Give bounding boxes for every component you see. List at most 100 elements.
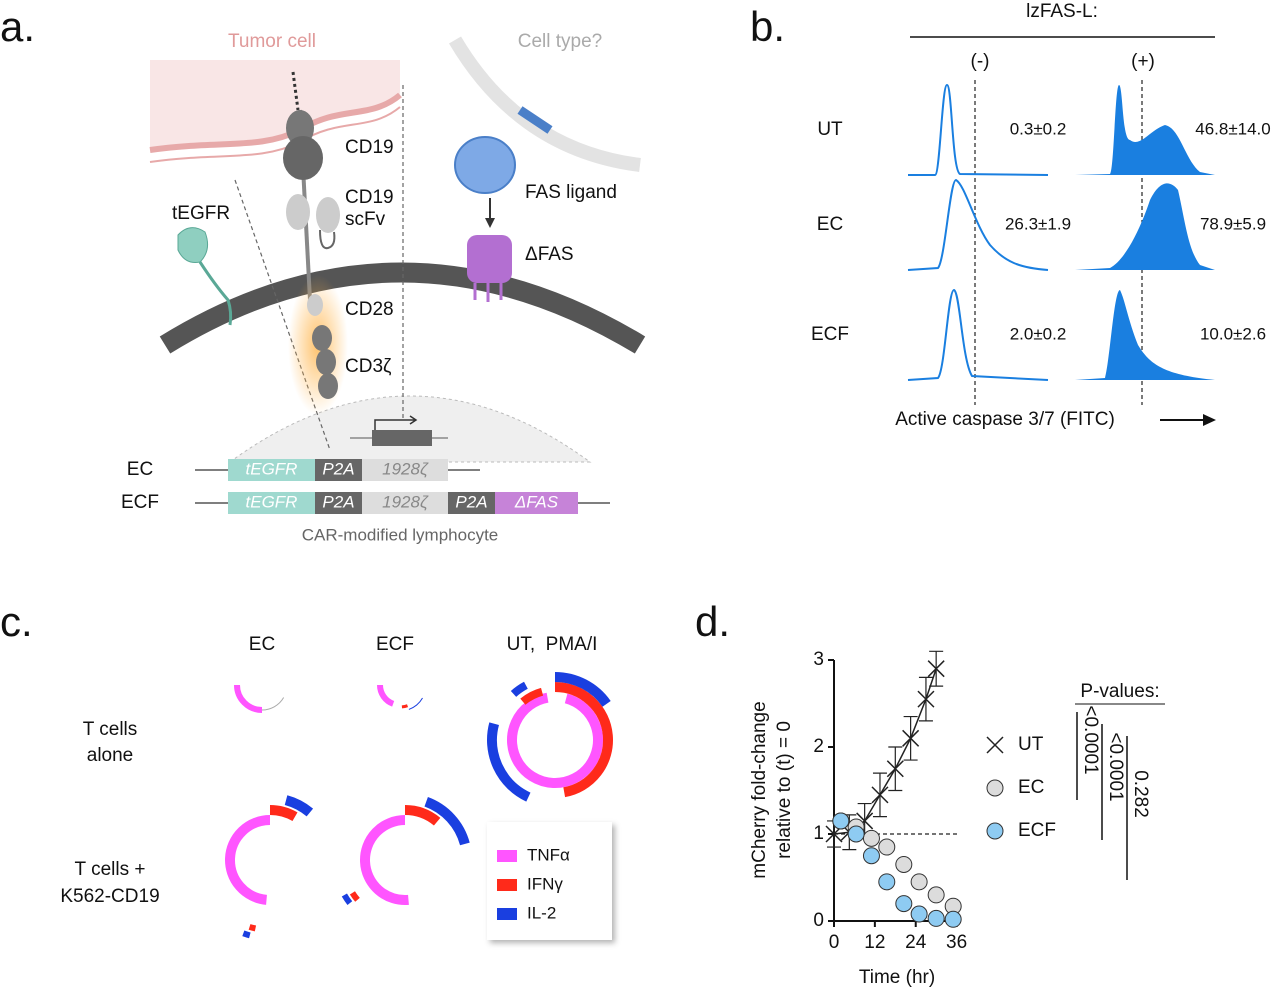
rows: UT 0.3±0.2 46.8±14.0 EC 26.3±1.9 78.9±5.9 ECF 2…	[811, 119, 1271, 345]
column-label: ECF	[376, 634, 414, 655]
panel-label: c.	[0, 598, 33, 645]
arc	[554, 672, 611, 707]
arc	[261, 697, 285, 711]
cd19-scfv-label: CD19	[345, 187, 394, 208]
dfas-label: ΔFAS	[525, 244, 574, 265]
construct-segment	[315, 492, 362, 514]
row-label: T cells +	[75, 859, 146, 880]
data-point	[917, 690, 935, 708]
construct-segment-label: P2A	[455, 492, 487, 511]
cd3z-label: CD3ζ	[345, 356, 392, 377]
construct-segment	[228, 459, 315, 481]
legend-label: ECF	[1018, 820, 1056, 841]
histogram	[907, 288, 1049, 381]
header: lzFAS-L:	[1026, 1, 1098, 22]
constructs: EC tEGFR P2A 1928ζ ECF tEGFR P2A 1928ζ P2A ΔFAS	[121, 459, 610, 514]
data-point	[832, 812, 850, 830]
other-cell-membrane	[448, 36, 641, 172]
data-point	[886, 760, 904, 778]
column-label: (-)	[971, 51, 990, 72]
data-point	[944, 910, 962, 928]
legend-label: TNFα	[527, 845, 570, 864]
p-value: 0.282	[1130, 770, 1151, 818]
construct-segment-label: ΔFAS	[514, 492, 559, 511]
fasl-stalk	[517, 106, 553, 134]
x-tick-label: 12	[864, 932, 885, 953]
percent-label: 26.3±1.9	[1005, 214, 1071, 233]
construct-segment-label: tEGFR	[246, 459, 298, 478]
arc	[242, 930, 251, 939]
scfv	[286, 194, 310, 230]
construct-segment-label: 1928ζ	[382, 459, 429, 478]
histogram	[907, 178, 1049, 271]
arc	[284, 795, 314, 817]
arc	[401, 704, 409, 709]
panel-b: b. lzFAS-L: (-) (+) UT 0.3±0.2 46.8±14.0 EC…	[750, 1, 1271, 430]
data-point	[862, 847, 880, 865]
cd19-label: CD19	[345, 137, 394, 158]
histogram	[1075, 85, 1215, 175]
cd19	[283, 136, 323, 180]
pvalues-title: P-values:	[1080, 681, 1159, 702]
panel-label: a.	[0, 3, 35, 50]
fas-ligand-label: FAS ligand	[525, 182, 617, 203]
p-value: <0.0001	[1080, 705, 1101, 774]
construct-segment	[362, 492, 448, 514]
panel-a: a. Tumor cell Cell type? CD19 CD19 scFv …	[0, 3, 646, 544]
legend-marker	[986, 736, 1004, 754]
arc	[554, 682, 613, 798]
cd28-label: CD28	[345, 299, 394, 320]
arc	[507, 692, 603, 788]
y-tick-label: 0	[813, 910, 824, 931]
tumor-cell-label: Tumor cell	[228, 31, 316, 52]
tumor-cell	[150, 60, 400, 150]
legend-swatch	[497, 908, 517, 920]
dfas	[467, 235, 512, 283]
data-point	[878, 873, 896, 891]
data-point	[927, 660, 945, 678]
linker	[319, 229, 336, 250]
cd3z	[318, 373, 338, 399]
data-point	[862, 829, 880, 847]
arc	[234, 684, 263, 713]
cd19-stalk	[291, 71, 300, 111]
row-label: EC	[817, 214, 843, 235]
construct-segment	[315, 459, 362, 481]
cd28	[307, 294, 323, 316]
legend-label: IL-2	[527, 903, 556, 922]
x-tick-label: 24	[905, 932, 927, 953]
legend-label: IFNγ	[527, 874, 563, 893]
column-label: EC	[249, 634, 275, 655]
cd3z	[312, 325, 332, 351]
data-point	[910, 873, 928, 891]
construct-name: ECF	[121, 492, 159, 513]
tegfr-label: tEGFR	[172, 203, 230, 224]
panel-label: d.	[695, 598, 730, 645]
arc	[341, 893, 353, 905]
data-point	[910, 905, 928, 923]
construct-segment-label: P2A	[322, 492, 354, 511]
arc	[225, 815, 271, 905]
arc	[360, 815, 409, 905]
legend: TNFα IFNγ IL-2	[497, 845, 570, 922]
cell-type-label: Cell type?	[518, 31, 603, 52]
arc	[520, 687, 544, 705]
legend-swatch	[497, 850, 517, 862]
data-point	[847, 825, 865, 843]
arrow-head	[485, 218, 495, 228]
arc	[377, 684, 395, 707]
arc	[248, 924, 257, 932]
arrow-head	[1203, 414, 1216, 426]
percent-label: 78.9±5.9	[1200, 214, 1266, 233]
arc	[424, 797, 470, 846]
promoter-arrow	[374, 415, 418, 430]
data-point	[927, 909, 945, 927]
construct-segment	[228, 492, 315, 514]
y-tick-label: 1	[813, 823, 824, 844]
construct-segment	[448, 492, 495, 514]
nucleus	[228, 395, 592, 463]
row-label: T cells	[83, 719, 138, 740]
dfas-legs	[473, 283, 503, 302]
construct-segment	[362, 459, 448, 481]
